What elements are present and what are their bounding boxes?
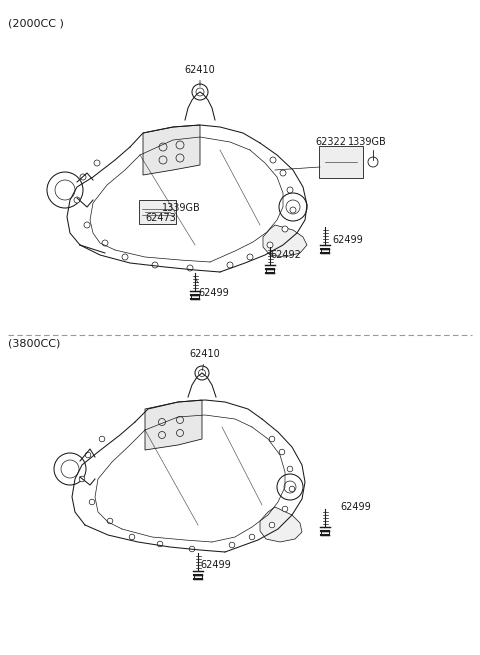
Polygon shape xyxy=(260,507,302,542)
Text: 62499: 62499 xyxy=(200,560,231,570)
Circle shape xyxy=(247,254,253,260)
Text: (3800CC): (3800CC) xyxy=(8,339,60,349)
Text: 1339GB: 1339GB xyxy=(162,203,201,213)
Circle shape xyxy=(74,197,80,203)
FancyBboxPatch shape xyxy=(266,269,274,273)
Polygon shape xyxy=(145,400,202,450)
Circle shape xyxy=(287,466,293,472)
Text: 62499: 62499 xyxy=(340,502,371,512)
FancyBboxPatch shape xyxy=(191,295,199,299)
FancyBboxPatch shape xyxy=(139,200,176,224)
FancyBboxPatch shape xyxy=(194,575,202,579)
Text: 1339GB: 1339GB xyxy=(348,137,387,147)
Text: 62499: 62499 xyxy=(198,288,229,298)
FancyBboxPatch shape xyxy=(321,531,329,535)
Circle shape xyxy=(84,222,90,228)
Text: 62410: 62410 xyxy=(190,349,220,370)
Circle shape xyxy=(99,436,105,442)
Circle shape xyxy=(282,226,288,232)
Circle shape xyxy=(157,541,163,547)
Circle shape xyxy=(122,254,128,260)
Circle shape xyxy=(89,499,95,505)
Circle shape xyxy=(107,518,113,524)
Circle shape xyxy=(80,174,86,180)
Circle shape xyxy=(129,534,135,540)
Circle shape xyxy=(227,262,233,268)
Circle shape xyxy=(289,486,295,492)
Polygon shape xyxy=(263,225,307,257)
Text: 62410: 62410 xyxy=(185,65,216,86)
Circle shape xyxy=(269,436,275,442)
Text: 62499: 62499 xyxy=(332,235,363,245)
Text: 62322: 62322 xyxy=(315,137,346,147)
Circle shape xyxy=(269,522,275,528)
Circle shape xyxy=(187,265,193,271)
FancyBboxPatch shape xyxy=(321,249,329,253)
Circle shape xyxy=(94,160,100,166)
Circle shape xyxy=(249,534,255,540)
Circle shape xyxy=(290,207,296,213)
Circle shape xyxy=(287,187,293,193)
Circle shape xyxy=(280,170,286,176)
Circle shape xyxy=(189,546,195,552)
Circle shape xyxy=(282,506,288,512)
Circle shape xyxy=(229,542,235,548)
Circle shape xyxy=(102,240,108,246)
Circle shape xyxy=(152,262,158,268)
Circle shape xyxy=(79,476,85,482)
Circle shape xyxy=(267,242,273,248)
Circle shape xyxy=(279,449,285,455)
Circle shape xyxy=(270,157,276,163)
Text: (2000CC ): (2000CC ) xyxy=(8,18,64,28)
Circle shape xyxy=(85,452,91,458)
Text: 62473: 62473 xyxy=(145,213,176,223)
Circle shape xyxy=(368,157,378,167)
FancyBboxPatch shape xyxy=(319,146,363,178)
Polygon shape xyxy=(143,125,200,175)
Text: 62492: 62492 xyxy=(270,250,301,260)
